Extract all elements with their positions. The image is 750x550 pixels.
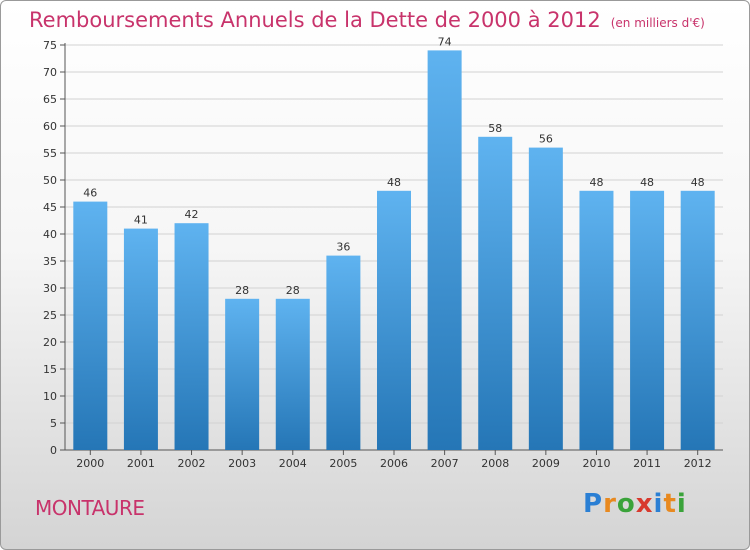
y-tick-label: 15 <box>43 363 57 376</box>
data-label: 36 <box>336 241 350 254</box>
bar <box>630 190 665 451</box>
y-tick-label: 55 <box>43 147 57 160</box>
y-tick-label: 65 <box>43 93 57 106</box>
x-tick-label: 2012 <box>684 457 712 470</box>
bar <box>275 298 310 450</box>
bar <box>123 228 158 450</box>
x-tick-label: 2010 <box>582 457 610 470</box>
y-tick-label: 35 <box>43 255 57 268</box>
data-label: 48 <box>387 176 401 189</box>
y-tick-label: 5 <box>50 417 57 430</box>
x-tick-label: 2007 <box>431 457 459 470</box>
bar <box>579 190 614 451</box>
y-tick-label: 40 <box>43 228 57 241</box>
data-label: 41 <box>134 214 148 227</box>
data-label: 74 <box>438 35 452 48</box>
bar <box>326 255 361 450</box>
x-tick-label: 2004 <box>279 457 307 470</box>
logo-letter: o <box>616 489 636 519</box>
y-tick-label: 45 <box>43 201 57 214</box>
y-tick-label: 0 <box>50 444 57 457</box>
y-tick-label: 25 <box>43 309 57 322</box>
bar <box>478 136 513 451</box>
data-label: 48 <box>691 176 705 189</box>
title-unit: (en milliers d'€) <box>610 16 705 30</box>
logo-letter: i <box>676 489 687 519</box>
x-tick-label: 2002 <box>178 457 206 470</box>
proxiti-logo[interactable]: Proxiti <box>583 489 687 519</box>
logo-letter: i <box>653 489 664 519</box>
logo-letter: r <box>603 489 617 519</box>
y-tick-label: 30 <box>43 282 57 295</box>
bars <box>73 50 715 451</box>
labels: 2000 46 2001 41 2002 42 2003 28 2004 28 2005 36 2006… <box>76 35 711 470</box>
x-tick-label: 2005 <box>329 457 357 470</box>
x-tick-label: 2008 <box>481 457 509 470</box>
logo-letter: x <box>635 489 654 519</box>
data-label: 58 <box>488 122 502 135</box>
bar <box>225 298 260 450</box>
bar <box>73 201 108 450</box>
data-label: 48 <box>640 176 654 189</box>
data-label: 42 <box>185 208 199 221</box>
y-tick-label: 75 <box>43 39 57 52</box>
logo-letter: t <box>663 489 677 519</box>
x-tick-label: 2001 <box>127 457 155 470</box>
data-label: 46 <box>83 187 97 200</box>
bar <box>174 223 209 450</box>
location-name: MONTAURE <box>35 496 145 520</box>
x-tick-label: 2011 <box>633 457 661 470</box>
x-tick-label: 2006 <box>380 457 408 470</box>
y-tick-label: 60 <box>43 120 57 133</box>
x-tick-label: 2009 <box>532 457 560 470</box>
logo-letter: P <box>583 489 604 519</box>
data-label: 28 <box>286 284 300 297</box>
y-tick-label: 10 <box>43 390 57 403</box>
bar <box>427 50 462 451</box>
x-tick-label: 2000 <box>76 457 104 470</box>
y-tick-label: 50 <box>43 174 57 187</box>
data-label: 28 <box>235 284 249 297</box>
title-text: Remboursements Annuels de la Dette de 20… <box>29 8 601 32</box>
data-label: 56 <box>539 133 553 146</box>
y-tick-label: 70 <box>43 66 57 79</box>
bar <box>680 190 715 451</box>
x-tick-label: 2003 <box>228 457 256 470</box>
bar <box>377 190 411 451</box>
data-label: 48 <box>589 176 603 189</box>
chart-title: Remboursements Annuels de la Dette de 20… <box>29 8 705 32</box>
bar <box>528 147 563 450</box>
y-tick-label: 20 <box>43 336 57 349</box>
